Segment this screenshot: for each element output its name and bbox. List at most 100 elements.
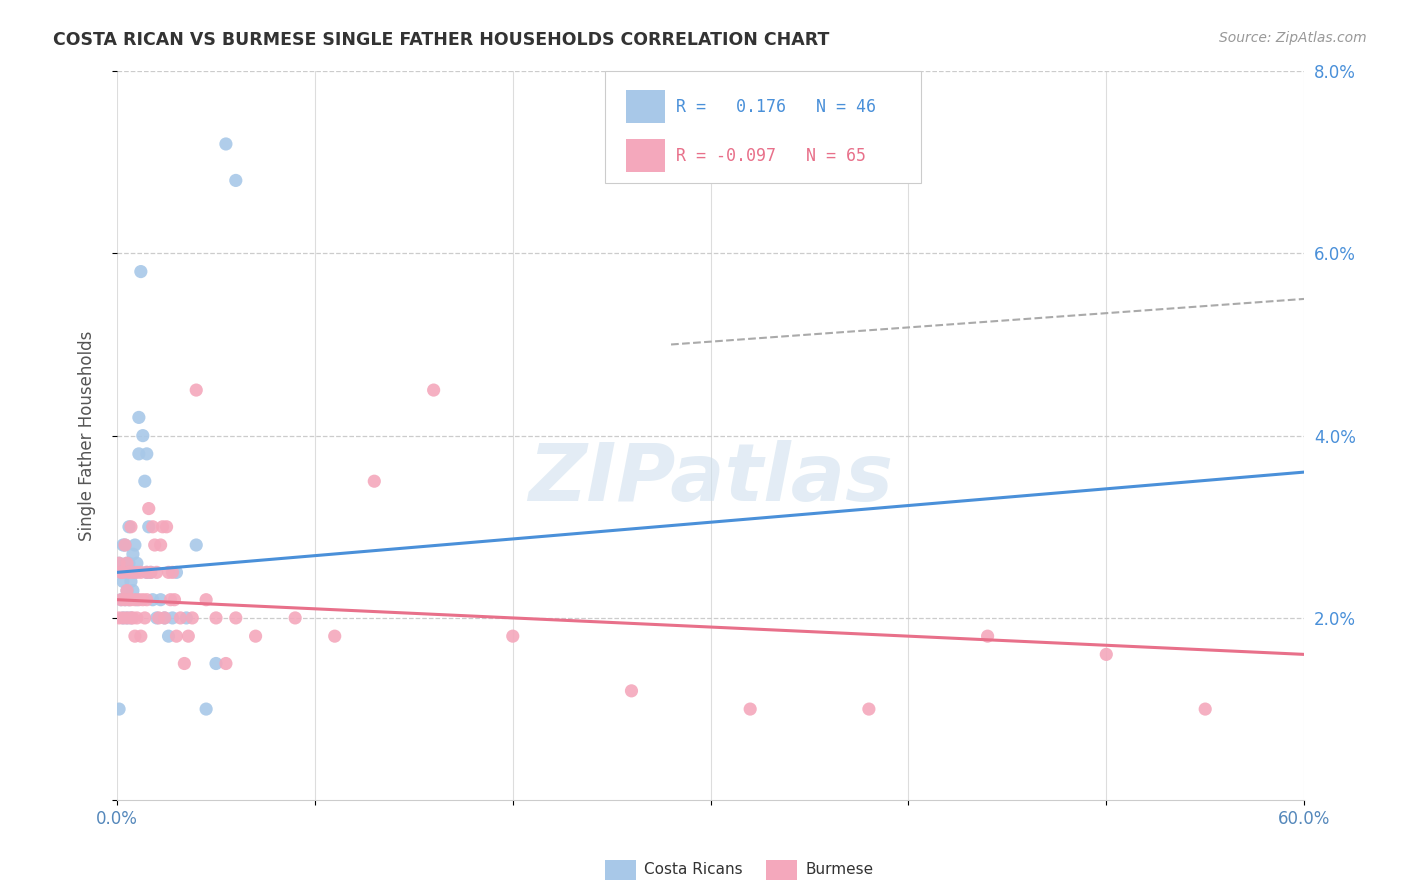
Point xyxy=(128,447,150,461)
Point xyxy=(502,629,524,643)
Point xyxy=(120,592,142,607)
Point xyxy=(124,629,146,643)
Point xyxy=(114,592,136,607)
Point xyxy=(112,566,135,580)
Point xyxy=(143,538,166,552)
Point xyxy=(422,383,444,397)
Text: ZIPatlas: ZIPatlas xyxy=(529,441,893,518)
Point xyxy=(122,611,145,625)
Point xyxy=(115,583,138,598)
Point xyxy=(186,383,208,397)
Point xyxy=(125,566,148,580)
Y-axis label: Single Father Households: Single Father Households xyxy=(79,330,96,541)
Point xyxy=(149,592,172,607)
Point xyxy=(108,611,131,625)
Point xyxy=(166,566,188,580)
Point xyxy=(245,629,267,643)
Point xyxy=(132,428,155,442)
Point xyxy=(114,538,136,552)
Point xyxy=(166,629,188,643)
Point xyxy=(363,474,385,488)
Point xyxy=(323,629,346,643)
Point xyxy=(205,657,228,671)
Point xyxy=(115,611,138,625)
Point xyxy=(118,592,141,607)
Point xyxy=(173,657,195,671)
Point xyxy=(135,592,157,607)
Point xyxy=(176,611,198,625)
Point xyxy=(114,592,136,607)
Point xyxy=(108,556,131,570)
Point xyxy=(122,566,145,580)
Point xyxy=(125,592,148,607)
Point xyxy=(138,520,160,534)
Point xyxy=(145,611,167,625)
Point xyxy=(1194,702,1216,716)
Point xyxy=(195,702,218,716)
Text: Costa Ricans: Costa Ricans xyxy=(644,863,742,877)
Point xyxy=(129,566,152,580)
Point xyxy=(134,611,156,625)
Point xyxy=(110,566,132,580)
Point xyxy=(225,173,247,187)
Point xyxy=(142,520,165,534)
Point xyxy=(152,520,174,534)
Point xyxy=(125,556,148,570)
Point xyxy=(110,592,132,607)
Point xyxy=(118,520,141,534)
Point xyxy=(114,538,136,552)
Point xyxy=(162,611,184,625)
Point xyxy=(135,566,157,580)
Point xyxy=(740,702,762,716)
Point xyxy=(120,611,142,625)
Point xyxy=(118,592,141,607)
Point xyxy=(169,611,191,625)
Point xyxy=(163,592,186,607)
Point xyxy=(122,547,145,561)
Point xyxy=(115,556,138,570)
Point xyxy=(112,538,135,552)
Point xyxy=(157,629,180,643)
Point xyxy=(145,566,167,580)
Point xyxy=(135,566,157,580)
Point xyxy=(129,264,152,278)
Point xyxy=(110,592,132,607)
Point xyxy=(159,592,181,607)
Point xyxy=(284,611,307,625)
Point xyxy=(155,520,177,534)
Point xyxy=(108,556,131,570)
Text: R =   0.176   N = 46: R = 0.176 N = 46 xyxy=(676,97,876,116)
Point xyxy=(124,592,146,607)
Point xyxy=(110,566,132,580)
Point xyxy=(129,629,152,643)
Text: R = -0.097   N = 65: R = -0.097 N = 65 xyxy=(676,147,866,165)
Point xyxy=(139,566,162,580)
Point xyxy=(120,611,142,625)
Point xyxy=(142,592,165,607)
Text: Source: ZipAtlas.com: Source: ZipAtlas.com xyxy=(1219,31,1367,45)
Point xyxy=(225,611,247,625)
Point xyxy=(195,592,218,607)
Point xyxy=(122,583,145,598)
Point xyxy=(181,611,204,625)
Point xyxy=(115,583,138,598)
Point xyxy=(124,566,146,580)
Point xyxy=(858,702,880,716)
Point xyxy=(215,657,238,671)
Point xyxy=(112,611,135,625)
Point xyxy=(177,629,200,643)
Point xyxy=(118,566,141,580)
Point xyxy=(148,611,170,625)
Point xyxy=(162,566,184,580)
Point xyxy=(157,566,180,580)
Point xyxy=(114,566,136,580)
Point xyxy=(115,611,138,625)
Point xyxy=(135,447,157,461)
Point xyxy=(139,566,162,580)
Point xyxy=(108,702,131,716)
Point xyxy=(138,501,160,516)
Text: Burmese: Burmese xyxy=(806,863,873,877)
Point xyxy=(1095,648,1118,662)
Text: COSTA RICAN VS BURMESE SINGLE FATHER HOUSEHOLDS CORRELATION CHART: COSTA RICAN VS BURMESE SINGLE FATHER HOU… xyxy=(53,31,830,49)
Point xyxy=(112,611,135,625)
